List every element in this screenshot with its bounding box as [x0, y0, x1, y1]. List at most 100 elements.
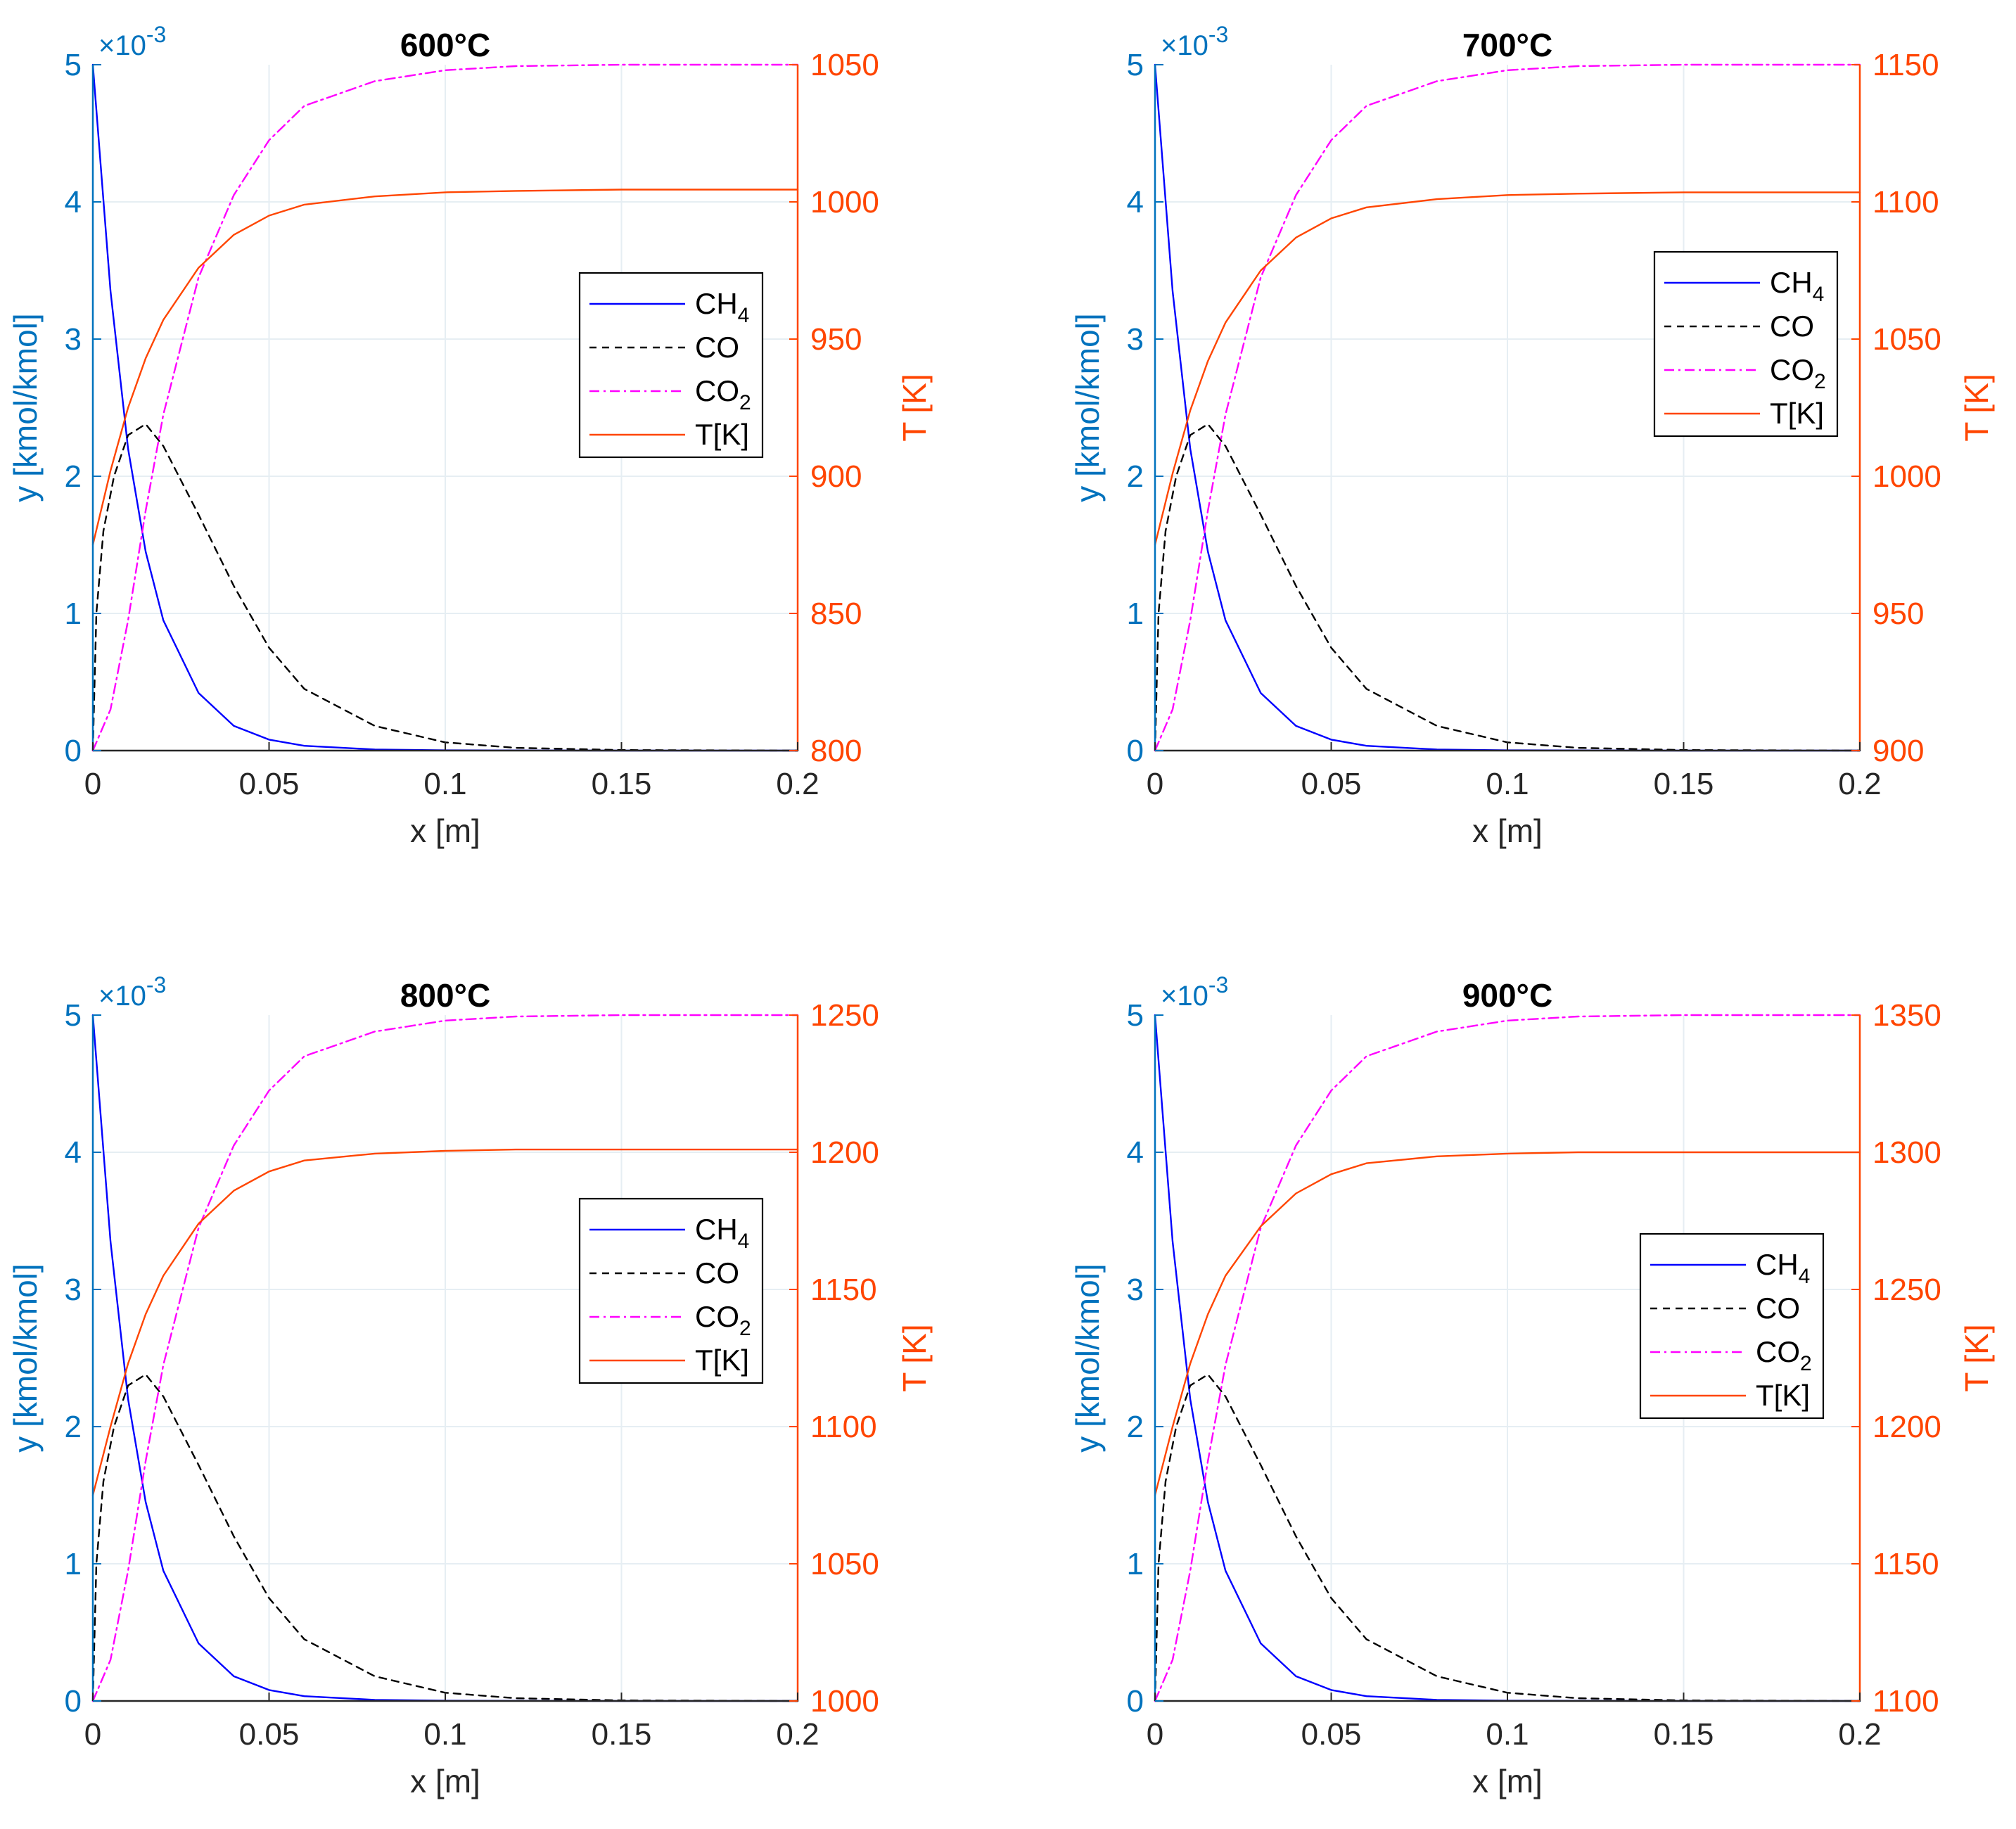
series-line-t	[91, 189, 799, 546]
series-line-co	[1154, 423, 1861, 752]
legend-label-subscript: 2	[739, 1317, 751, 1340]
y-right-tick-label: 1150	[1873, 1547, 1939, 1581]
y-right-tick-label: 850	[810, 597, 862, 631]
x-axis-label: x [m]	[410, 812, 480, 849]
y-axis-label: y [kmol/kmol]	[7, 1263, 44, 1452]
x-tick-label: 0.1	[423, 767, 466, 801]
y-right-tick-label: 950	[810, 322, 862, 357]
y-tick-label: 4	[65, 1135, 82, 1170]
y-tick-label: 1	[65, 597, 82, 631]
y-tick-label: 5	[1127, 998, 1144, 1033]
series-line-co	[91, 423, 799, 752]
y-right-tick-label: 1100	[810, 1410, 877, 1444]
chart-panel-2: 0 0.05 0.1 0.15 0.2 0 1 2 3 4 5 900 950 1000 1050 1100 1…	[1069, 22, 1995, 849]
x-tick-label: 0.15	[592, 1717, 652, 1752]
legend-label-ch4: CH4	[695, 1213, 749, 1253]
legend-label-base: CH	[1770, 266, 1813, 299]
legend-label-base: T[K]	[695, 1344, 749, 1377]
y-exponent-label: ×10-3	[98, 972, 166, 1012]
x-tick-label: 0	[1147, 767, 1163, 801]
y-tick-label: 0	[65, 1684, 82, 1719]
x-tick-label: 0.05	[1301, 767, 1362, 801]
y-tick-label: 5	[65, 48, 82, 82]
y-right-tick-label: 1050	[810, 1547, 879, 1581]
legend-label-co2: CO2	[1756, 1335, 1812, 1375]
y-right-tick-label: 1150	[1873, 48, 1939, 82]
chart-title: 700°C	[1462, 27, 1552, 63]
x-tick-label: 0.2	[1838, 767, 1881, 801]
y-tick-label: 3	[65, 1273, 82, 1307]
y-axis-label: y [kmol/kmol]	[1069, 313, 1106, 502]
y-right-tick-label: 900	[1873, 734, 1924, 768]
chart-title: 800°C	[400, 977, 490, 1014]
chart-panel-3: 0 0.05 0.1 0.15 0.2 0 1 2 3 4 5 1000 1050 1100 1150 120…	[7, 972, 933, 1799]
y-tick-label: 5	[1127, 48, 1144, 82]
legend-label-base: T[K]	[1756, 1379, 1810, 1412]
legend-label-ch4: CH4	[695, 287, 749, 327]
y-exponent-power: -3	[1208, 972, 1228, 998]
legend-label-base: CO	[1756, 1335, 1800, 1368]
y-exponent-base: ×10	[1161, 981, 1208, 1012]
y-right-axis-label: T [K]	[896, 1324, 933, 1391]
legend-label-base: CO	[695, 1256, 739, 1289]
y-right-tick-label: 1000	[1873, 459, 1941, 494]
y-tick-label: 1	[1127, 1547, 1144, 1581]
series-line-co2	[1154, 1014, 1861, 1702]
x-axis-label: x [m]	[1472, 812, 1543, 849]
legend-label-base: CO	[695, 331, 739, 364]
y-tick-label: 3	[65, 322, 82, 357]
y-right-tick-label: 1150	[810, 1273, 877, 1307]
y-tick-label: 2	[1127, 1410, 1144, 1444]
legend-label-co2: CO2	[695, 374, 751, 414]
x-tick-label: 0	[84, 1717, 101, 1752]
y-tick-label: 0	[1127, 734, 1144, 768]
y-right-tick-label: 1250	[1873, 1273, 1941, 1307]
x-tick-label: 0.2	[1838, 1717, 1881, 1752]
y-right-tick-label: 1000	[810, 185, 879, 219]
y-tick-label: 2	[65, 1410, 82, 1444]
x-axis-label: x [m]	[410, 1763, 480, 1799]
x-tick-label: 0	[84, 767, 101, 801]
x-tick-label: 0.1	[423, 1717, 466, 1752]
legend-label-co: CO	[695, 1256, 739, 1289]
legend-label-base: CO	[1770, 353, 1814, 386]
x-tick-label: 0.15	[1654, 1717, 1714, 1752]
y-tick-label: 3	[1127, 1273, 1144, 1307]
legend-label-base: CO	[1770, 310, 1814, 343]
legend-label-co: CO	[695, 331, 739, 364]
legend-label-co: CO	[1770, 310, 1814, 343]
y-tick-label: 2	[65, 459, 82, 494]
legend-label-t: T[K]	[1756, 1379, 1810, 1412]
x-tick-label: 0.05	[239, 767, 300, 801]
legend-label-subscript: 2	[1800, 1352, 1812, 1375]
x-tick-label: 0.1	[1486, 767, 1529, 801]
y-right-tick-label: 1100	[1873, 1684, 1939, 1719]
legend-label-base: CH	[695, 1213, 738, 1246]
series-line-t	[91, 1148, 799, 1496]
y-tick-label: 4	[65, 185, 82, 219]
chart-panel-1: 0 0.05 0.1 0.15 0.2 0 1 2 3 4 5 800 850 900 950 1000 105…	[7, 22, 933, 849]
y-right-tick-label: 1250	[810, 998, 879, 1033]
legend-label-t: T[K]	[695, 1344, 749, 1377]
series-line-co2	[1154, 63, 1861, 752]
x-tick-label: 0	[1147, 1717, 1163, 1752]
y-right-axis-label: T [K]	[896, 374, 933, 441]
y-exponent-base: ×10	[98, 981, 146, 1012]
y-right-tick-label: 900	[810, 459, 862, 494]
series-line-t	[1154, 191, 1861, 546]
y-tick-label: 2	[1127, 459, 1144, 494]
legend-label-base: CO	[695, 1300, 739, 1333]
series-line-t	[1154, 1151, 1861, 1496]
legend-label-t: T[K]	[1770, 397, 1824, 430]
legend-label-subscript: 2	[739, 391, 751, 414]
legend-label-base: CO	[1756, 1292, 1800, 1325]
x-tick-label: 0.1	[1486, 1717, 1529, 1752]
y-right-axis-label: T [K]	[1958, 374, 1995, 441]
legend-label-base: CH	[1756, 1248, 1799, 1281]
x-tick-label: 0.2	[776, 1717, 819, 1752]
y-right-tick-label: 1000	[810, 1684, 879, 1719]
x-tick-label: 0.05	[239, 1717, 300, 1752]
y-exponent-power: -3	[146, 22, 166, 47]
